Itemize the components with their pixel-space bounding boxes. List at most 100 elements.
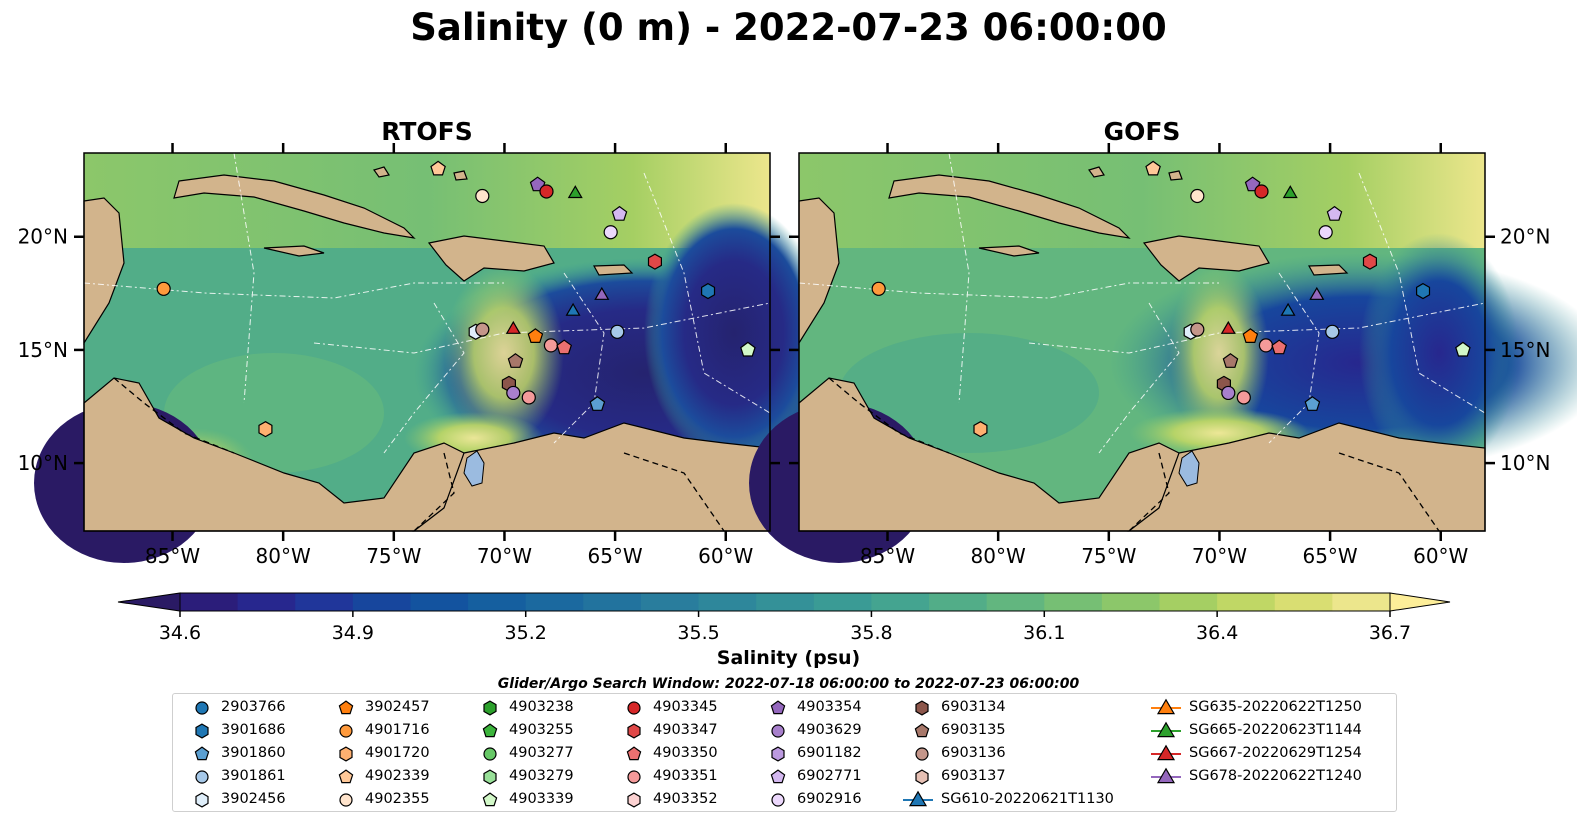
lon-tick-label: 85°W (860, 544, 915, 568)
legend-marker (915, 769, 929, 785)
legend-label: 2903766 (221, 699, 286, 715)
lon-tick-label: 60°W (1413, 544, 1468, 568)
colorbar-label: Salinity (psu) (716, 647, 861, 669)
legend-marker (195, 701, 209, 715)
colorbar-segment (1101, 593, 1161, 611)
colorbar-segment (756, 593, 815, 611)
legend-marker-hexagon (627, 723, 641, 739)
panel-title-gofs: GOFS (1103, 117, 1181, 146)
legend-marker (194, 746, 210, 761)
legend-marker-circle (339, 793, 353, 807)
colorbar: 34.6 34.9 35.2 35.5 35.8 36.1 36.4 36.7 (117, 592, 1451, 644)
legend-marker (914, 723, 930, 738)
legend-label: 3901686 (221, 722, 286, 738)
figure-title: Salinity (0 m) - 2022-07-23 06:00:00 (410, 6, 1167, 49)
legend-marker-pentagon (482, 723, 498, 738)
colorbar-extend-max (1389, 592, 1451, 612)
colorbar-segment (929, 593, 988, 611)
legend-marker-circle (627, 770, 641, 784)
colorbar-tick-label: 34.6 (159, 622, 201, 644)
lon-tick-label: 85°W (145, 544, 200, 568)
marker-SG610-20220621T1130 (1280, 302, 1296, 316)
panel-title-rtofs: RTOFS (381, 117, 473, 146)
legend-marker (483, 769, 497, 785)
lat-tick-label: 10°N (1500, 451, 1550, 475)
legend-marker-hexagon (771, 746, 785, 762)
country-borders (113, 377, 725, 532)
marker-4901720 (258, 421, 273, 438)
marker-4903350 (1271, 339, 1288, 355)
legend-marker-pentagon (626, 746, 642, 761)
lat-tick-label: 15°N (1500, 338, 1550, 362)
colorbar-tick-label: 36.1 (1023, 622, 1065, 644)
lon-tick-label: 80°W (971, 544, 1026, 568)
map-area: 85°W 80°W 75°W 70°W 65°W 60°W 20°N 15°N 10°N 85°W… (18, 143, 1577, 568)
colorbar-segment (352, 593, 412, 611)
legend-marker (627, 701, 641, 715)
legend-marker (338, 769, 354, 784)
marker-4903629 (1221, 385, 1236, 401)
legend-label: 4903354 (797, 699, 862, 715)
marker-6902771 (611, 205, 628, 221)
marker-SG610-20220621T1130 (565, 302, 581, 316)
marker-4903345 (1254, 184, 1269, 199)
marker-4903345 (539, 184, 554, 199)
legend-marker-pentagon (770, 769, 786, 784)
legend-marker (1156, 698, 1176, 715)
colorbar-segment (1159, 593, 1218, 611)
legend-marker-hexagon (483, 769, 497, 785)
legend-marker-triangle-line (1151, 698, 1181, 715)
lon-tick-label: 65°W (1302, 544, 1357, 568)
colorbar-segment (986, 593, 1045, 611)
legend-label: 6903134 (941, 699, 1006, 715)
lon-tick-label: 70°W (1192, 544, 1247, 568)
legend-label: 4902339 (365, 768, 430, 784)
legend-label: 4901720 (365, 745, 430, 761)
obs-markers-gofs (871, 160, 1471, 438)
land (798, 166, 1486, 532)
legend-label: 4903279 (509, 768, 574, 784)
rtofs-map-panel (34, 152, 874, 563)
marker-SG678-20220622T1240 (1309, 286, 1325, 300)
legend-marker (915, 747, 929, 761)
lon-tick-label: 75°W (1081, 544, 1136, 568)
colorbar-segment (295, 593, 354, 611)
legend: 2903766 3901686 3901860 3901861 3902456 39024… (172, 693, 1397, 812)
marker-4903347 (647, 253, 663, 270)
colorbar-segment (237, 593, 296, 611)
legend-marker-circle (195, 770, 209, 784)
legend-marker-triangle-line (1151, 767, 1181, 784)
colorbar-segment (871, 593, 930, 611)
marker-6902916 (1318, 225, 1333, 240)
legend-marker (771, 724, 785, 738)
legend-marker-circle (195, 701, 209, 715)
marker-4903339 (740, 341, 756, 357)
legend-label: 6903137 (941, 768, 1006, 784)
legend-marker-hexagon (195, 723, 209, 739)
country-borders (828, 377, 1440, 532)
colorbar-segment (1274, 593, 1333, 611)
marker-SG667-20220629T1254 (1220, 320, 1236, 334)
legend-marker (483, 747, 497, 761)
colorbar-segment (180, 593, 239, 611)
marker-SG665-20220623T1144 (1282, 185, 1298, 199)
legend-label: 4903629 (797, 722, 862, 738)
legend-marker (339, 746, 353, 762)
legend-label: 6903135 (941, 722, 1006, 738)
colorbar-tick-label: 36.4 (1196, 622, 1238, 644)
legend-marker (339, 793, 353, 807)
legend-marker (1156, 744, 1176, 761)
legend-marker-circle (915, 747, 929, 761)
colorbar-ticks: 34.6 34.9 35.2 35.5 35.8 36.1 36.4 36.7 (159, 611, 1411, 644)
legend-marker (627, 792, 641, 808)
colorbar-tick-label: 34.9 (332, 622, 374, 644)
legend-label: 4903352 (653, 791, 718, 807)
colorbar-tick-label: 35.2 (505, 622, 547, 644)
legend-marker (483, 700, 497, 716)
legend-marker (1156, 721, 1176, 738)
legend-label: 3901860 (221, 745, 286, 761)
marker-4903351 (1258, 338, 1274, 353)
legend-marker (195, 723, 209, 739)
rtofs-frame (83, 152, 771, 532)
legend-label: SG635-20220622T1250 (1189, 699, 1362, 715)
